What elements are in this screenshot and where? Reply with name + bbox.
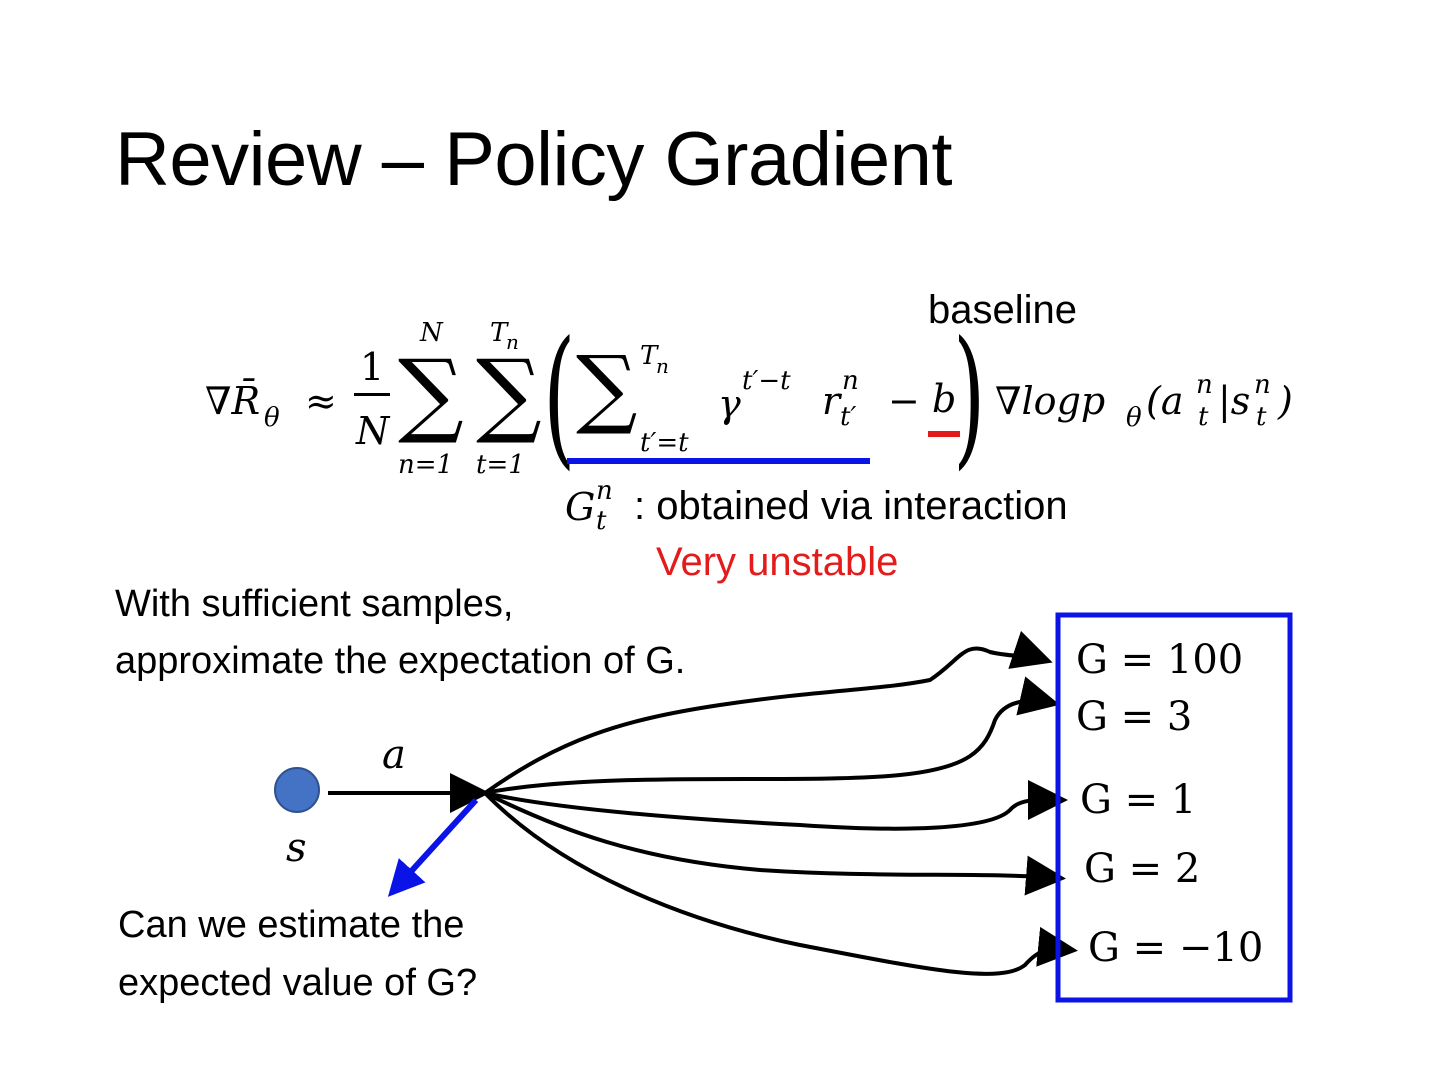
bar-s: |s [1218, 379, 1251, 423]
sum2-symbol: ∑ [476, 340, 542, 447]
sum1-top: N [420, 318, 443, 348]
gamma-exponent: t′−t [742, 366, 791, 396]
question-line-1: Can we estimate the [118, 904, 465, 946]
baseline-label: baseline [928, 288, 1078, 332]
trajectory-4 [484, 791, 1066, 896]
reward: r [822, 379, 841, 423]
baseline-b: b [932, 377, 957, 421]
frac-bar [354, 393, 390, 396]
formula-lhs: ∇R̄ [205, 379, 261, 423]
state-node [274, 767, 320, 813]
trajectory-3 [484, 779, 1068, 831]
inner-sum-symbol: ∑ [576, 338, 638, 438]
args-open: (a [1146, 379, 1184, 423]
a-sup: n [1196, 370, 1213, 400]
trajectory-1 [483, 630, 1053, 795]
inner-sum-bottom: t′=t [640, 428, 689, 458]
g-sup: n [596, 476, 613, 506]
state-label: s [286, 825, 307, 871]
reward-sub: t′ [840, 402, 857, 432]
g-symbol: G [565, 485, 596, 529]
args-close: ) [1278, 379, 1293, 423]
inner-sum-top-sub: n [656, 354, 669, 378]
frac-denominator: N [356, 409, 390, 453]
a-sub: t [1198, 402, 1209, 432]
open-paren: ( [543, 310, 576, 484]
reward-sup: n [842, 366, 859, 396]
s-sub: t [1256, 402, 1267, 432]
g-annotation-text: : obtained via interaction [634, 484, 1068, 528]
slide-title: Review – Policy Gradient [115, 117, 953, 202]
question-line-2: expected value of G? [118, 962, 478, 1004]
outcome-g-minus-10: G = −10 [1088, 925, 1264, 971]
sum2-bottom: t=1 [476, 450, 525, 480]
frac-numerator: 1 [360, 345, 385, 389]
trajectory-5 [483, 791, 1078, 976]
sum1-symbol: ∑ [398, 340, 464, 447]
left-text-line-1: With sufficient samples, [115, 583, 514, 625]
grad-sub: θ [1126, 403, 1142, 433]
baseline-underline [928, 431, 960, 437]
gamma: γ [718, 382, 741, 426]
sum2-top: T [490, 318, 508, 348]
outcome-g-1: G = 1 [1080, 777, 1197, 823]
left-text-line-2: approximate the expectation of G. [115, 640, 686, 682]
sum1-bottom: n=1 [398, 450, 454, 480]
trajectory-2 [484, 676, 1060, 795]
formula-lhs-sub: θ [264, 403, 280, 433]
sum2-top-sub: n [506, 330, 519, 354]
grad-log: ∇logp [995, 379, 1106, 423]
outcome-g-2: G = 2 [1084, 846, 1201, 892]
g-sub: t [596, 506, 607, 536]
close-paren: ) [953, 310, 986, 484]
s-sup: n [1254, 370, 1271, 400]
unstable-label: Very unstable [656, 540, 899, 584]
inner-sum-top: T [640, 341, 658, 371]
blue-arrow [387, 797, 479, 897]
return-underline [567, 458, 870, 464]
formula-approx: ≈ [305, 379, 337, 423]
action-label: a [382, 732, 406, 778]
minus: − [888, 379, 920, 423]
outcome-g-3: G = 3 [1076, 694, 1193, 740]
outcome-g-100: G = 100 [1076, 637, 1244, 683]
outcome-box [1055, 612, 1293, 1003]
